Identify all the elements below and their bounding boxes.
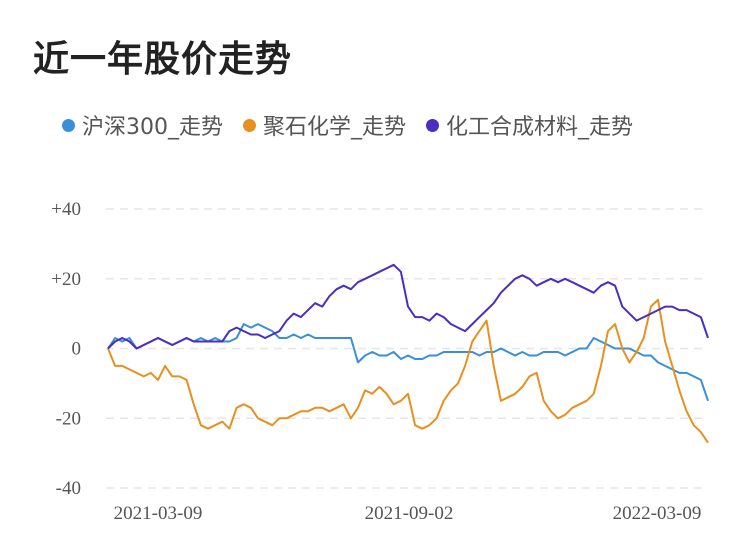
chart-title: 近一年股价走势 (33, 39, 293, 80)
y-tick-label: -20 (56, 408, 81, 429)
chart-legend: 沪深300_走势 聚石化学_走势 化工合成材料_走势 (62, 109, 653, 141)
series-line-jushi (107, 298, 709, 444)
legend-label-hs300: 沪深300_走势 (82, 115, 223, 140)
legend-dot-hs300 (62, 118, 75, 132)
x-tick-label: 2022-03-09 (613, 503, 702, 524)
legend-item-chemical[interactable]: 化工合成材料_走势 (426, 109, 633, 141)
legend-label-jushi: 聚石化学_走势 (263, 115, 407, 140)
legend-label-chemical: 化工合成材料_走势 (446, 115, 634, 140)
y-tick-label: +20 (51, 269, 81, 290)
legend-item-hs300[interactable]: 沪深300_走势 (62, 109, 223, 141)
y-tick-label: +40 (51, 199, 81, 220)
legend-item-jushi[interactable]: 聚石化学_走势 (243, 109, 406, 141)
series-line-chemical (107, 263, 709, 350)
x-tick-label: 2021-09-02 (365, 503, 454, 524)
y-tick-label: -40 (56, 478, 81, 499)
x-tick-label: 2021-03-09 (114, 503, 203, 524)
legend-dot-chemical (426, 118, 440, 132)
y-tick-label: 0 (72, 339, 82, 360)
legend-dot-jushi (243, 118, 256, 132)
